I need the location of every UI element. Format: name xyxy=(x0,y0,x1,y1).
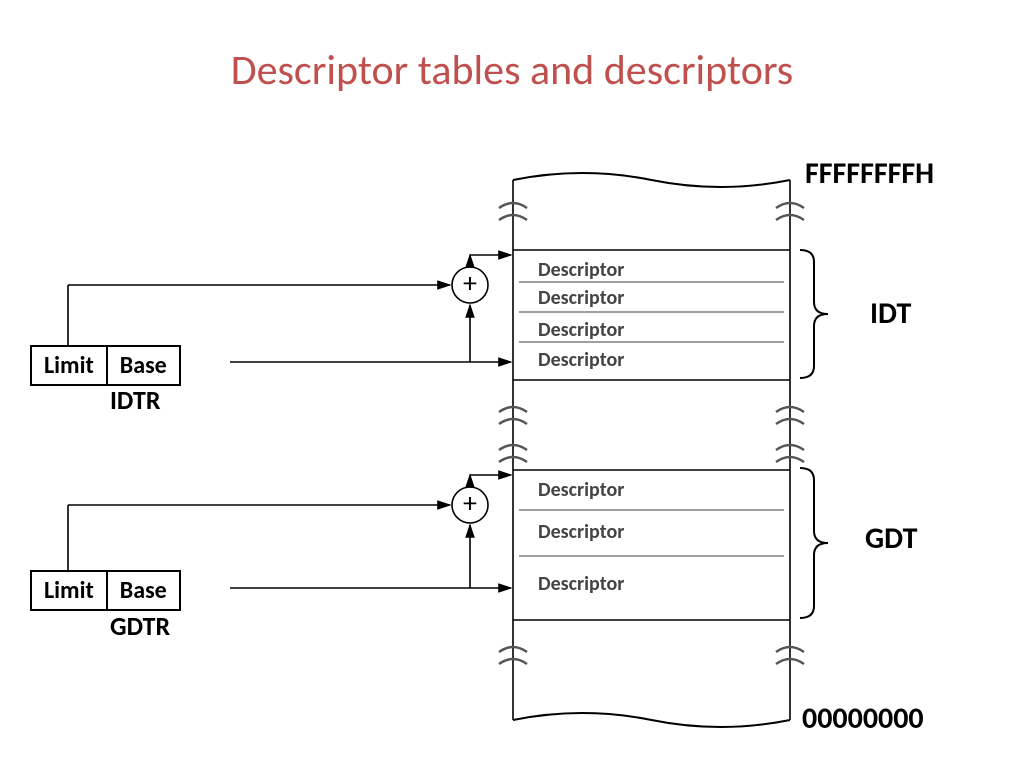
descriptor-row: Descriptor xyxy=(538,478,624,502)
gdtr-label: GDTR xyxy=(110,610,170,642)
mem-top-address: FFFFFFFFH xyxy=(805,155,934,192)
mem-bottom-address: 00000000 xyxy=(802,700,924,737)
descriptor-row: Descriptor xyxy=(538,318,624,342)
gdt-label: GDT xyxy=(865,520,917,557)
gdtr-base-cell: Base xyxy=(108,572,179,609)
gdtr-register: Limit Base xyxy=(30,570,181,611)
svg-text:+: + xyxy=(463,486,477,521)
idtr-register: Limit Base xyxy=(30,345,181,386)
idtr-label: IDTR xyxy=(110,384,160,416)
descriptor-row: Descriptor xyxy=(538,572,624,596)
idt-label: IDT xyxy=(870,295,911,332)
descriptor-row: Descriptor xyxy=(538,286,624,310)
svg-text:+: + xyxy=(463,266,477,301)
descriptor-row: Descriptor xyxy=(538,258,624,282)
descriptor-row: Descriptor xyxy=(538,348,624,372)
idtr-limit-cell: Limit xyxy=(32,347,108,384)
descriptor-row: Descriptor xyxy=(538,520,624,544)
gdtr-limit-cell: Limit xyxy=(32,572,108,609)
idtr-base-cell: Base xyxy=(108,347,179,384)
